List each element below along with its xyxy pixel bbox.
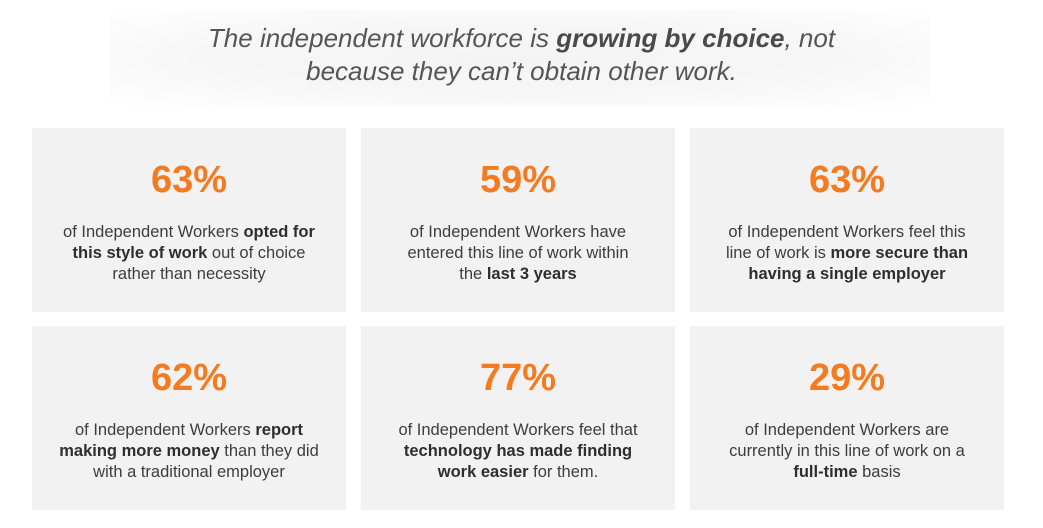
desc-bold: more secure than having a single employe… (748, 244, 969, 283)
stat-description: of Independent Workers feel this line of… (716, 222, 978, 285)
headline-background (110, 10, 930, 106)
stat-card-opted-by-choice: 63% of Independent Workers opted for thi… (32, 128, 346, 312)
stat-card-full-time: 29% of Independent Workers are currently… (690, 326, 1004, 510)
headline-text-line2: because they can’t obtain other work. (306, 56, 737, 86)
stat-description: of Independent Workers report making mor… (58, 420, 320, 483)
stat-description: of Independent Workers are currently in … (724, 420, 970, 483)
stat-card-more-secure: 63% of Independent Workers feel this lin… (690, 128, 1004, 312)
headline: The independent workforce is growing by … (0, 22, 1043, 88)
desc-bold: report making more money (59, 421, 304, 460)
headline-text-part2: , not (784, 23, 836, 53)
stat-description: of Independent Workers feel that technol… (387, 420, 649, 483)
stat-description: of Independent Workers have entered this… (395, 222, 641, 285)
stat-card-technology: 77% of Independent Workers feel that tec… (361, 326, 675, 510)
stat-percentage: 63% (150, 159, 228, 201)
desc-text-end: for them. (528, 463, 599, 481)
desc-text-end: than they did with a traditional employe… (93, 442, 319, 481)
desc-text: of Independent Workers are currently in … (729, 421, 965, 460)
desc-text: of Independent Workers (74, 421, 256, 439)
headline-text-part1: The independent workforce is (207, 23, 557, 53)
stat-description: of Independent Workers opted for this st… (52, 222, 326, 285)
stat-percentage: 77% (479, 357, 557, 399)
stat-percentage: 59% (479, 159, 557, 201)
stat-card-more-money: 62% of Independent Workers report making… (32, 326, 346, 510)
desc-text-end: out of choice rather than necessity (112, 244, 306, 283)
stat-card-last-3-years: 59% of Independent Workers have entered … (361, 128, 675, 312)
desc-text-end: basis (857, 463, 901, 481)
desc-bold: opted for this style of work (72, 223, 315, 262)
desc-text: of Independent Workers feel that (398, 421, 638, 439)
headline-emphasis: growing by choice (556, 23, 785, 53)
stat-percentage: 63% (808, 159, 886, 201)
stat-percentage: 62% (150, 357, 228, 399)
stat-percentage: 29% (808, 357, 886, 399)
desc-bold: full-time (793, 463, 858, 481)
desc-bold: last 3 years (486, 265, 577, 283)
desc-bold: technology has made finding work easier (403, 442, 633, 481)
desc-text: of Independent Workers feel this line of… (725, 223, 966, 262)
desc-text: of Independent Workers (63, 223, 244, 241)
desc-text: of Independent Workers have entered this… (407, 223, 629, 283)
